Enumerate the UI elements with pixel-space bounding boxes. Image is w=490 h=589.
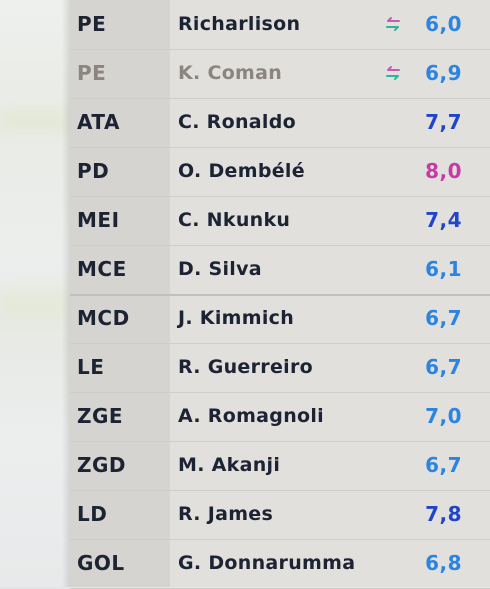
player-row[interactable]: ZGD M. Akanji 6,7 (70, 441, 490, 491)
player-rating: 6,8 (425, 551, 462, 575)
player-rating: 7,8 (425, 502, 462, 526)
player-rating: 6,7 (425, 306, 462, 330)
player-position: ATA (77, 110, 120, 134)
player-name: K. Coman (178, 62, 283, 84)
player-name: C. Nkunku (178, 209, 291, 231)
player-position: PE (77, 61, 107, 85)
player-position: PD (77, 159, 110, 183)
player-rating: 6,9 (425, 61, 462, 85)
player-name: G. Donnarumma (178, 552, 356, 574)
player-rating: 6,7 (425, 453, 462, 477)
player-row[interactable]: PD O. Dembélé 8,0 (70, 147, 490, 197)
player-rating: 6,0 (425, 12, 462, 36)
player-name: R. James (178, 503, 274, 525)
player-name: D. Silva (178, 258, 262, 280)
player-position: ZGD (77, 453, 127, 477)
player-name: J. Kimmich (178, 307, 295, 329)
panel-shadow (62, 0, 70, 587)
player-name: O. Dembélé (178, 160, 305, 182)
player-row[interactable]: ZGE A. Romagnoli 7,0 (70, 392, 490, 442)
player-rating: 6,1 (425, 257, 462, 281)
player-position: MCD (77, 306, 130, 330)
player-name: A. Romagnoli (178, 405, 324, 427)
player-row[interactable]: ATA C. Ronaldo 7,7 (70, 98, 490, 148)
player-rating: 6,7 (425, 355, 462, 379)
player-position: MEI (77, 208, 120, 232)
player-rating: 7,7 (425, 110, 462, 134)
player-row[interactable]: GOL G. Donnarumma 6,8 (70, 539, 490, 589)
player-position: LD (77, 502, 108, 526)
player-row[interactable]: PE Richarlison 6,0 (70, 0, 490, 50)
player-position: GOL (77, 551, 125, 575)
player-position: PE (77, 12, 107, 36)
player-rating: 7,0 (425, 404, 462, 428)
player-ratings-panel: PE Richarlison 6,0 PE K. Coman 6,9 ATA C. Ronal… (70, 0, 490, 589)
player-name: M. Akanji (178, 454, 281, 476)
player-rating: 7,4 (425, 208, 462, 232)
player-rating: 8,0 (425, 159, 462, 183)
player-name: Richarlison (178, 13, 301, 35)
blurred-background-detail (0, 290, 70, 316)
player-row[interactable]: MCD J. Kimmich 6,7 (70, 294, 490, 344)
player-name: R. Guerreiro (178, 356, 313, 378)
player-row[interactable]: PE K. Coman 6,9 (70, 49, 490, 99)
player-row[interactable]: LE R. Guerreiro 6,7 (70, 343, 490, 393)
player-position: LE (77, 355, 105, 379)
player-row[interactable]: LD R. James 7,8 (70, 490, 490, 540)
player-name: C. Ronaldo (178, 111, 296, 133)
player-row[interactable]: MEI C. Nkunku 7,4 (70, 196, 490, 246)
player-row[interactable]: MCE D. Silva 6,1 (70, 245, 490, 296)
player-position: ZGE (77, 404, 124, 428)
blurred-background-detail (0, 110, 70, 132)
substitution-arrows-icon (384, 16, 402, 32)
position-column (70, 0, 170, 587)
substitution-arrows-icon (384, 65, 402, 81)
player-position: MCE (77, 257, 127, 281)
